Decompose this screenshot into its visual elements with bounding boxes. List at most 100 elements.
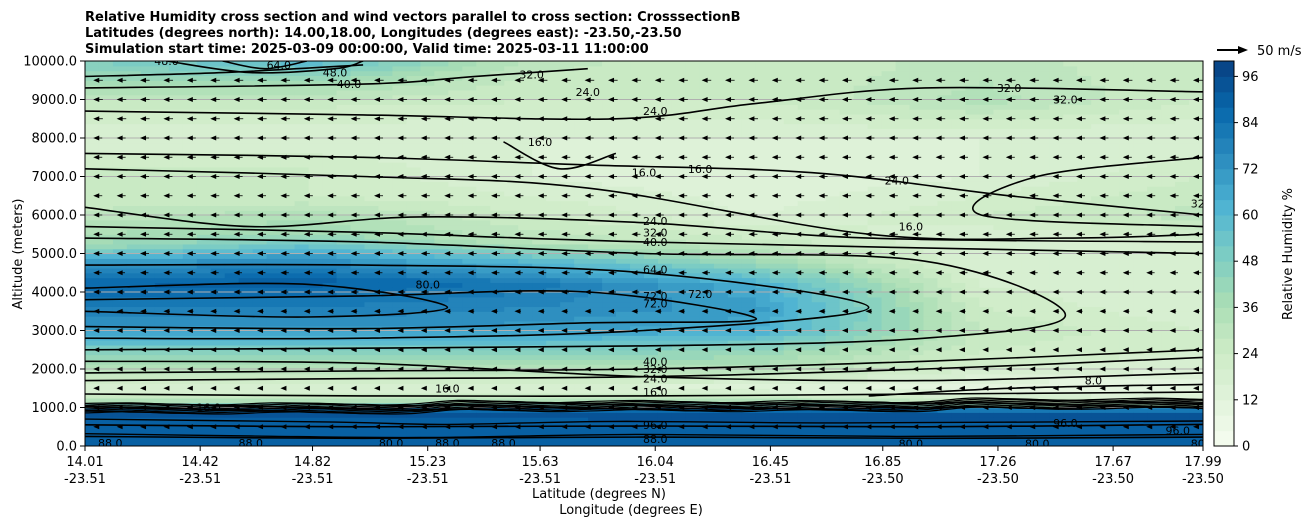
rh-cell: [951, 316, 967, 322]
rh-cell: [839, 118, 855, 125]
rh-cell: [811, 421, 827, 428]
rh-cell: [937, 113, 953, 120]
rh-cell: [224, 205, 240, 211]
rh-cell: [909, 267, 925, 274]
rh-cell: [140, 277, 156, 283]
rh-cell: [909, 133, 925, 139]
rh-cell: [154, 292, 170, 298]
rh-cell: [126, 61, 142, 67]
rh-cell: [336, 99, 352, 105]
rh-cell: [867, 282, 883, 288]
rh-cell: [476, 229, 491, 235]
rh-cell: [630, 243, 645, 250]
rh-cell: [741, 344, 757, 351]
rh-cell: [951, 320, 967, 327]
rh-cell: [406, 123, 421, 129]
rh-cell: [839, 316, 855, 322]
rh-cell: [755, 426, 771, 433]
rh-cell: [168, 118, 184, 125]
rh-cell: [895, 320, 911, 327]
rh-cell: [630, 109, 645, 115]
rh-cell: [504, 109, 519, 115]
rh-cell: [951, 349, 967, 356]
rh-cell: [797, 176, 813, 182]
rh-cell: [154, 94, 170, 101]
rh-cell: [839, 267, 855, 274]
rh-cell: [364, 195, 380, 202]
rh-cell: [462, 70, 477, 77]
rh-cell: [224, 147, 240, 154]
rh-cell: [378, 210, 394, 216]
rh-cell: [741, 75, 757, 81]
rh-cell: [895, 157, 911, 163]
rh-cell: [727, 200, 743, 206]
rh-cell: [937, 248, 953, 255]
rh-cell: [685, 104, 701, 110]
rh-cell: [713, 412, 729, 418]
rh-cell: [909, 258, 925, 264]
rh-cell: [895, 80, 911, 86]
rh-cell: [98, 373, 114, 380]
rh-cell: [685, 190, 701, 197]
rh-cell: [616, 272, 631, 279]
rh-cell: [350, 138, 366, 144]
rh-cell: [755, 200, 771, 206]
rh-cell: [140, 340, 156, 346]
rh-cell: [182, 311, 198, 317]
rh-cell: [727, 292, 743, 298]
rh-cell: [336, 412, 352, 418]
rh-cell: [98, 89, 114, 96]
rh-cell: [336, 311, 352, 317]
rh-cell: [560, 340, 575, 346]
rh-cell: [280, 243, 296, 250]
rh-cell: [699, 157, 715, 163]
rh-cell: [406, 320, 421, 327]
rh-cell: [769, 118, 785, 125]
rh-cell: [280, 123, 296, 129]
rh-cell: [811, 109, 827, 115]
rh-cell: [140, 133, 156, 139]
rh-cell: [182, 118, 198, 125]
rh-cell: [280, 186, 296, 192]
rh-cell: [741, 205, 757, 211]
rh-cell: [616, 147, 631, 154]
rh-cell: [755, 436, 771, 442]
rh-cell: [895, 272, 911, 279]
rh-cell: [811, 118, 827, 125]
rh-cell: [783, 421, 799, 428]
rh-cell: [727, 272, 743, 279]
rh-cell: [336, 397, 352, 404]
rh-cell: [574, 118, 589, 125]
rh-cell: [210, 253, 226, 259]
rh-cell: [727, 296, 743, 303]
rh-cell: [923, 75, 939, 81]
rh-cell: [476, 282, 491, 288]
rh-cell: [238, 94, 254, 101]
rh-cell: [895, 340, 911, 346]
rh-cell: [741, 330, 757, 336]
rh-cell: [616, 253, 631, 259]
rh-cell: [308, 402, 324, 409]
rh-cell: [238, 186, 254, 192]
rh-cell: [937, 234, 953, 240]
rh-cell: [783, 340, 799, 346]
rh-cell: [783, 239, 799, 245]
rh-cell: [797, 219, 813, 226]
rh-cell: [951, 369, 967, 375]
rh-cell: [322, 378, 338, 385]
rh-cell: [336, 224, 352, 231]
rh-cell: [448, 296, 463, 303]
rh-cell: [518, 388, 533, 394]
rh-cell: [350, 123, 366, 129]
rh-cell: [867, 311, 883, 317]
rh-cell: [336, 113, 352, 120]
rh-cell: [182, 316, 198, 322]
rh-cell: [308, 142, 324, 149]
rh-cell: [657, 99, 673, 105]
rh-cell: [783, 138, 799, 144]
rh-cell: [280, 61, 296, 67]
rh-cell: [462, 412, 477, 418]
rh-cell: [168, 94, 184, 101]
rh-cell: [825, 215, 841, 221]
rh-cell: [602, 417, 617, 423]
